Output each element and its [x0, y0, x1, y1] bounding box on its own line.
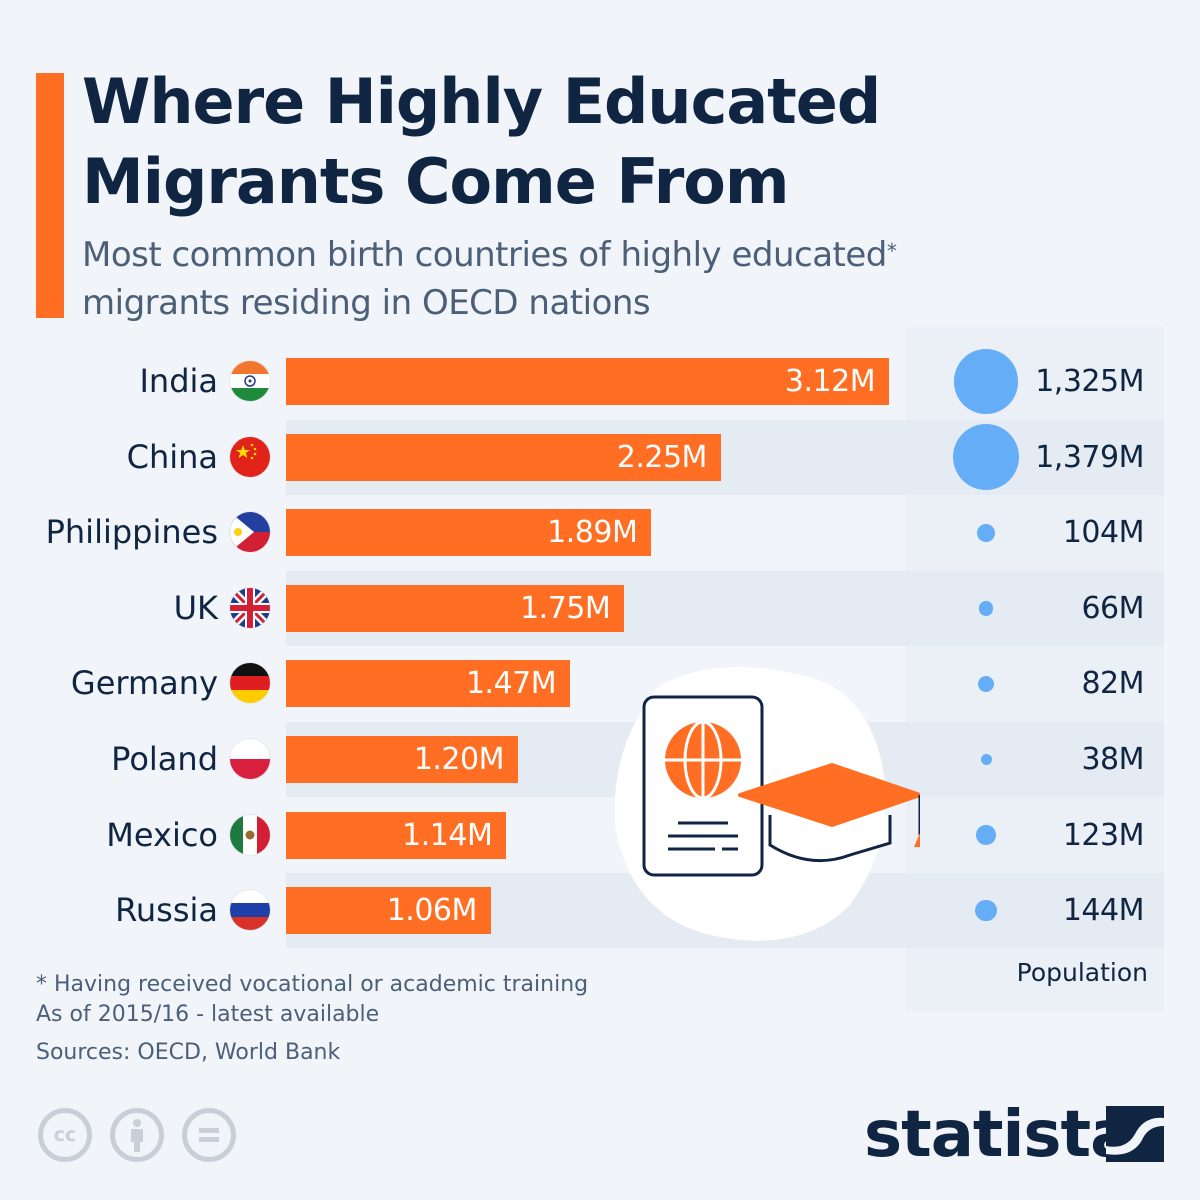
sources: Sources: OECD, World Bank: [36, 1040, 341, 1065]
country-label: UK: [173, 588, 218, 627]
cc-glyph: cc: [53, 1124, 77, 1146]
population-bubble: [977, 675, 995, 692]
table-row: Germany 1.47M 82M: [0, 646, 1200, 721]
value-bar[interactable]: 1.20M: [286, 736, 518, 783]
population-value: 66M: [1081, 590, 1144, 626]
country-label: Philippines: [45, 513, 218, 552]
footnote-date: As of 2015/16 - latest available: [36, 1002, 380, 1027]
title-accent-bar: [36, 73, 64, 318]
population-value: 82M: [1081, 666, 1144, 702]
population-value: 1,379M: [1035, 439, 1144, 475]
table-row: Poland 1.20M 38M: [0, 722, 1200, 797]
population-value: 38M: [1081, 742, 1144, 777]
country-label: Mexico: [106, 815, 218, 854]
country-label: Poland: [111, 740, 218, 778]
value-bar[interactable]: 1.75M: [286, 584, 625, 632]
bar-value-label: 1.89M: [547, 515, 638, 551]
country-label: India: [139, 362, 218, 400]
bar-value-label: 2.25M: [616, 439, 708, 475]
bar-value-label: 1.75M: [520, 590, 611, 626]
population-bubble: [980, 754, 992, 765]
table-row: India 3.12M 1,325M: [0, 344, 1200, 419]
title-line-1: Where Highly Educated: [82, 65, 881, 138]
value-bar[interactable]: 2.25M: [286, 433, 721, 481]
subtitle-line-1: Most common birth countries of highly ed…: [82, 235, 887, 275]
population-bubble: [975, 900, 997, 922]
passport-graduation-illustration: [614, 667, 920, 941]
population-bubble: [976, 523, 996, 542]
table-row: China 2.25M 1,379M: [0, 420, 1200, 495]
table-row: Russia 1.06M 144M: [0, 873, 1200, 948]
table-row: Philippines 1.89M 104M: [0, 495, 1200, 570]
bar-value-label: 1.06M: [386, 893, 478, 929]
bar-value-label: 3.12M: [784, 364, 876, 399]
population-bubble: [978, 601, 994, 616]
value-bar[interactable]: 1.06M: [286, 887, 491, 935]
india-flag-icon: [230, 361, 270, 401]
attribution-icon[interactable]: [110, 1108, 164, 1162]
table-row: UK 1.75M 66M: [0, 571, 1200, 646]
population-value: 1,325M: [1035, 364, 1144, 399]
country-label: Germany: [70, 664, 218, 703]
cc-license-icon[interactable]: cc: [38, 1108, 92, 1162]
bar-value-label: 1.20M: [413, 742, 505, 777]
china-flag-icon: [230, 436, 270, 477]
subtitle-line-2: migrants residing in OECD nations: [82, 283, 651, 323]
population-bubble: [976, 825, 996, 845]
person-glyph: [131, 1119, 143, 1152]
statista-logo-mark-icon: [1106, 1106, 1164, 1162]
value-bar[interactable]: 3.12M: [286, 358, 890, 405]
value-bar[interactable]: 1.14M: [286, 811, 507, 859]
population-bubble: [953, 424, 1019, 491]
population-value: 123M: [1062, 817, 1145, 853]
population-value: 144M: [1062, 893, 1145, 929]
table-row: Mexico 1.14M 123M: [0, 798, 1200, 873]
value-bar[interactable]: 1.89M: [286, 509, 652, 557]
title-line-2: Migrants Come From: [82, 145, 790, 218]
country-label: Russia: [115, 891, 218, 930]
country-label: China: [126, 437, 218, 476]
germany-flag-icon: [230, 663, 270, 704]
population-header: Population: [1016, 958, 1148, 987]
no-derivatives-icon[interactable]: [182, 1108, 236, 1162]
chart-subtitle: Most common birth countries of highly ed…: [82, 231, 1132, 327]
equals-glyph: [199, 1128, 219, 1142]
poland-flag-icon: [230, 739, 270, 779]
population-value: 104M: [1062, 515, 1145, 551]
russia-flag-icon: [230, 890, 270, 931]
bar-value-label: 1.47M: [465, 666, 557, 702]
bar-value-label: 1.14M: [402, 817, 493, 853]
chart-title: Where Highly Educated Migrants Come From: [82, 62, 1082, 222]
mexico-flag-icon: [230, 814, 270, 855]
statista-logo[interactable]: statista: [864, 1098, 1133, 1172]
subtitle-asterisk: *: [886, 239, 897, 263]
uk-flag-icon: [230, 587, 270, 628]
value-bar[interactable]: 1.47M: [286, 660, 571, 708]
population-bubble: [953, 349, 1019, 414]
footnote-definition: * Having received vocational or academic…: [36, 972, 589, 997]
philippines-flag-icon: [230, 512, 270, 553]
